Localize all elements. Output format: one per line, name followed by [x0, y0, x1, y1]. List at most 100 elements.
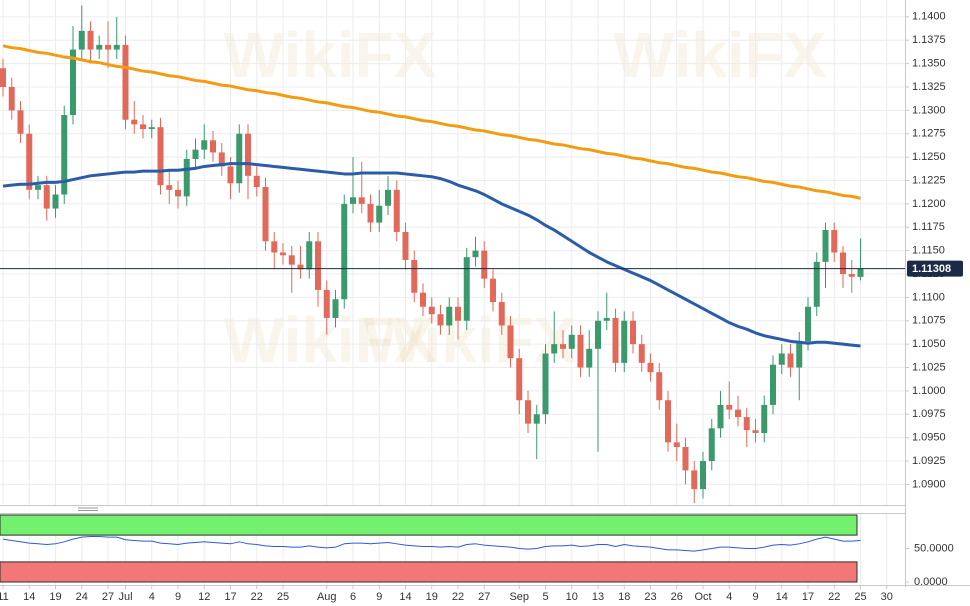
x-tick-label: 27 [478, 591, 490, 603]
candle-body [201, 140, 208, 150]
indicator-zone [0, 514, 858, 536]
x-tick-label: 9 [175, 591, 181, 603]
candle-body [157, 127, 164, 186]
candle-body [586, 348, 593, 368]
candle-body [472, 250, 479, 258]
x-tick-label: 22 [251, 591, 263, 603]
candle-body [78, 30, 85, 50]
panel-grip [78, 507, 98, 511]
candle-body [568, 334, 575, 349]
candle-body [113, 44, 120, 50]
plot: 1.11308 [0, 5, 963, 583]
y-tick-label: 1.1025 [912, 361, 946, 373]
candle-body [700, 461, 706, 490]
candle-body [411, 259, 418, 293]
candle-body [673, 442, 680, 448]
y-tick-label: 1.1300 [912, 104, 946, 116]
x-tick-label: 17 [802, 591, 814, 603]
candle-body [0, 68, 6, 87]
y-tick-label: 1.1350 [912, 57, 946, 69]
candle-body [796, 341, 803, 368]
candle-body [665, 400, 671, 443]
x-tick-label: 4 [149, 591, 155, 603]
x-tick-label: 19 [49, 591, 61, 603]
moving-average [2, 162, 861, 348]
candle-body [743, 417, 750, 431]
candle-body [805, 306, 811, 342]
candle-body [638, 344, 645, 363]
y-tick-label: 1.1200 [912, 198, 946, 210]
candle-body [840, 252, 846, 275]
candle-body [577, 334, 584, 368]
x-tick-label: 12 [198, 591, 210, 603]
candle-body [183, 158, 190, 197]
x-tick-label: 5 [542, 591, 548, 603]
y-tick-label: 1.1150 [912, 245, 945, 257]
candle-body [621, 320, 628, 363]
candle-body [463, 257, 470, 321]
candle-body [376, 205, 383, 223]
x-tick-label: Oct [694, 591, 711, 603]
y-tick-label: 1.1400 [912, 11, 946, 23]
candle-body [26, 133, 33, 190]
candle-body [122, 44, 129, 120]
y-tick-label: 1.1275 [912, 128, 946, 140]
candle-body [656, 372, 663, 401]
candle-body [17, 110, 24, 134]
candle-body [35, 185, 41, 190]
y-tick-label: 1.1050 [912, 338, 946, 350]
indicator-zone [0, 561, 858, 583]
candle-body [525, 400, 531, 424]
candle-body [385, 189, 391, 206]
y-tick-label: 1.1375 [912, 34, 946, 46]
x-tick-label: 17 [224, 591, 236, 603]
candle-body [175, 189, 181, 197]
y-tick-label: 1.0950 [912, 432, 946, 444]
candle-body [778, 353, 785, 365]
candle-body [131, 119, 138, 125]
candle-body [507, 325, 514, 359]
candle-body [761, 404, 768, 433]
candle-body [262, 187, 269, 242]
x-tick-label: 23 [644, 591, 656, 603]
candle-body [770, 364, 776, 405]
candle-body [140, 124, 146, 130]
candle-body [87, 30, 94, 50]
x-tick-label: 14 [399, 591, 411, 603]
watermark: WikiFX [224, 19, 437, 91]
candle-body [70, 49, 76, 116]
x-tick-label: 19 [426, 591, 438, 603]
watermark: WikiFX [614, 19, 827, 91]
moving-average [2, 44, 861, 200]
x-tick-label: Jul [118, 591, 132, 603]
y-tick-label: 1.1075 [912, 315, 946, 327]
candle-body [717, 404, 724, 429]
candle-body [280, 252, 286, 256]
x-tick-label: 10 [566, 591, 578, 603]
x-tick-label: 9 [752, 591, 758, 603]
candle-body [148, 127, 155, 130]
y-tick-label: 1.0925 [912, 455, 946, 467]
candle-body [595, 320, 601, 349]
x-tick-label: 14 [23, 591, 35, 603]
candle-body [516, 358, 523, 401]
x-tick-label: 18 [618, 591, 630, 603]
candle-body [341, 203, 348, 300]
candle-body [332, 299, 339, 318]
candle-body [831, 230, 838, 253]
candle-body [227, 166, 234, 184]
candle-body [367, 203, 374, 223]
candle-body [533, 414, 540, 424]
candle-body [96, 44, 103, 50]
candle-body [437, 314, 444, 326]
last-price-label: 1.11308 [912, 263, 951, 275]
candle-body [647, 362, 654, 373]
candle-body [708, 428, 715, 462]
candle-body [752, 430, 759, 433]
candle-body [166, 185, 173, 190]
y-tick-label: 1.0975 [912, 408, 946, 420]
y-tick-label: 1.1100 [912, 291, 945, 303]
x-tick-label: 25 [854, 591, 866, 603]
candle-body [560, 344, 566, 349]
